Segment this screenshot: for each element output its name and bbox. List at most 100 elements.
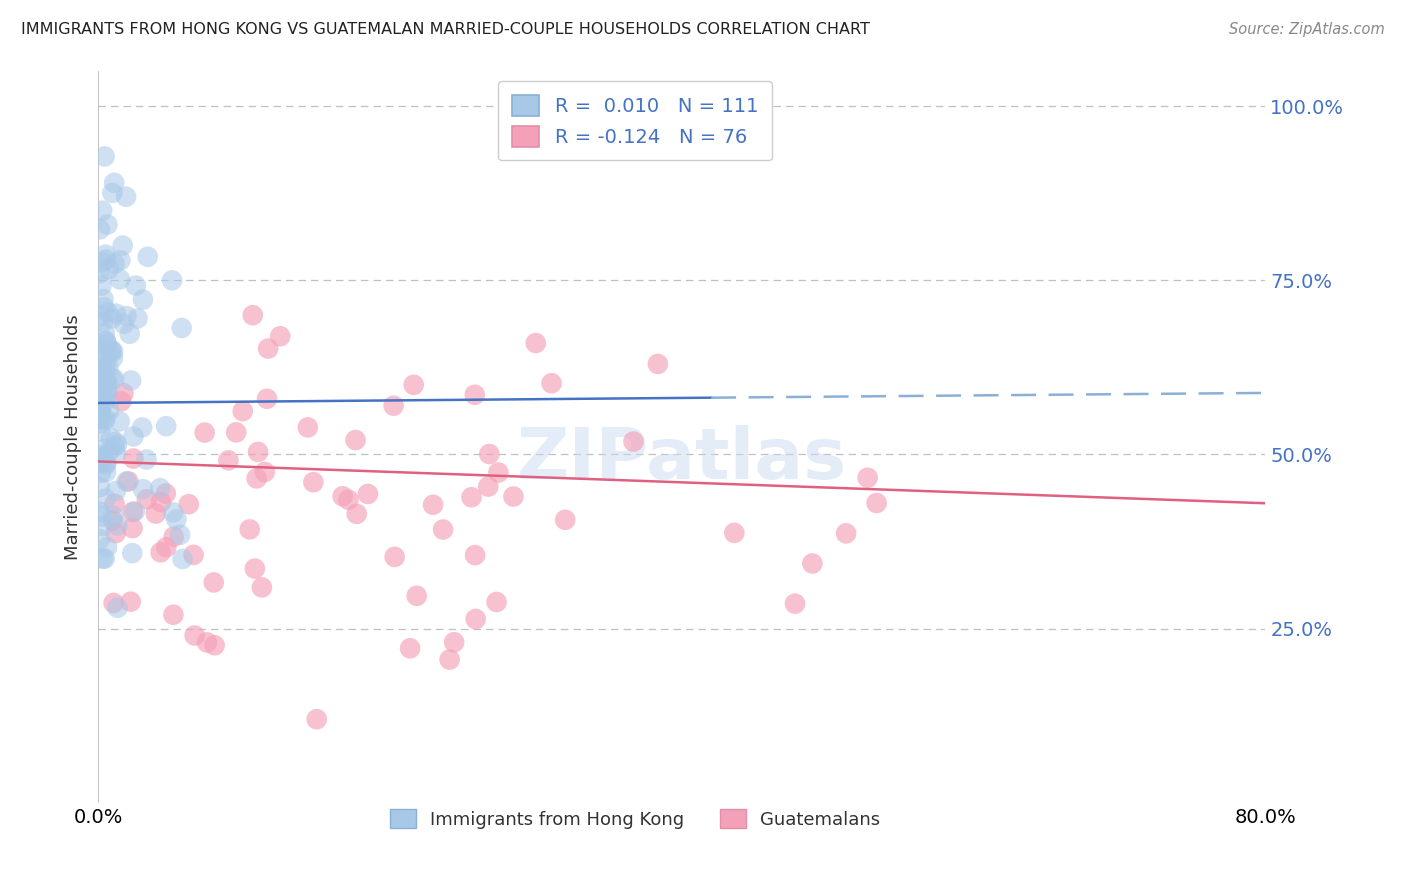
Text: Source: ZipAtlas.com: Source: ZipAtlas.com (1229, 22, 1385, 37)
Point (96, 456, 118, 470)
Point (172, 552, 194, 566)
Point (89, 411, 111, 425)
Point (104, 257, 127, 271)
Point (104, 526, 127, 541)
Point (120, 374, 142, 388)
Point (91, 450, 114, 465)
Legend: Immigrants from Hong Kong, Guatemalans: Immigrants from Hong Kong, Guatemalans (381, 800, 889, 838)
Point (98, 443, 121, 458)
Point (94, 465, 117, 479)
Point (162, 505, 184, 519)
Point (103, 596, 125, 610)
Point (835, 526, 858, 541)
Point (242, 308, 264, 322)
Point (118, 326, 141, 341)
Point (865, 496, 887, 510)
Point (155, 486, 177, 500)
Point (170, 321, 193, 335)
Point (783, 597, 806, 611)
Point (382, 399, 405, 413)
Point (422, 498, 444, 512)
Point (204, 638, 226, 652)
Point (225, 425, 247, 440)
Point (94, 326, 117, 341)
Point (122, 429, 145, 443)
Point (104, 483, 127, 498)
Point (243, 561, 266, 575)
Point (101, 514, 124, 528)
Point (122, 451, 145, 466)
Point (93, 300, 115, 314)
Point (103, 508, 125, 523)
Point (524, 336, 547, 351)
Point (217, 453, 239, 467)
Point (346, 507, 368, 521)
Point (239, 522, 262, 536)
Point (297, 420, 319, 434)
Point (136, 250, 159, 264)
Point (337, 492, 360, 507)
Point (439, 652, 461, 666)
Point (90, 466, 112, 480)
Point (105, 438, 128, 452)
Point (115, 475, 138, 489)
Point (94, 491, 117, 506)
Point (247, 445, 270, 459)
Point (145, 507, 167, 521)
Point (89, 266, 111, 280)
Point (96, 376, 118, 390)
Point (232, 404, 254, 418)
Point (163, 530, 186, 544)
Point (96, 218, 118, 232)
Point (94, 458, 117, 472)
Point (94, 360, 117, 375)
Point (120, 595, 142, 609)
Point (91, 519, 114, 533)
Point (91, 315, 114, 329)
Point (89, 532, 111, 546)
Point (89, 456, 111, 470)
Point (127, 311, 149, 326)
Point (89, 404, 111, 418)
Point (96, 351, 118, 366)
Point (485, 595, 508, 609)
Point (344, 433, 367, 447)
Point (302, 475, 325, 490)
Point (149, 545, 172, 559)
Point (97, 360, 120, 375)
Point (402, 377, 425, 392)
Point (101, 186, 124, 200)
Point (94, 392, 117, 406)
Text: ZIPatlas: ZIPatlas (517, 425, 846, 493)
Point (623, 434, 645, 449)
Point (486, 466, 509, 480)
Point (169, 527, 191, 541)
Point (107, 600, 129, 615)
Point (105, 446, 128, 460)
Point (96, 540, 118, 554)
Point (305, 712, 328, 726)
Point (89, 345, 111, 359)
Point (105, 518, 128, 533)
Point (104, 440, 127, 454)
Point (91, 353, 114, 368)
Point (108, 272, 131, 286)
Point (183, 548, 205, 562)
Point (94, 247, 117, 261)
Point (94, 334, 117, 349)
Point (93, 442, 115, 456)
Point (94, 411, 117, 425)
Point (97, 262, 120, 277)
Point (91, 203, 114, 218)
Point (177, 497, 200, 511)
Point (121, 546, 143, 560)
Point (131, 420, 153, 434)
Point (160, 273, 183, 287)
Point (93, 395, 115, 409)
Point (103, 176, 125, 190)
Point (856, 471, 879, 485)
Point (100, 431, 122, 445)
Point (124, 504, 146, 518)
Point (91, 551, 114, 566)
Point (96, 383, 118, 397)
